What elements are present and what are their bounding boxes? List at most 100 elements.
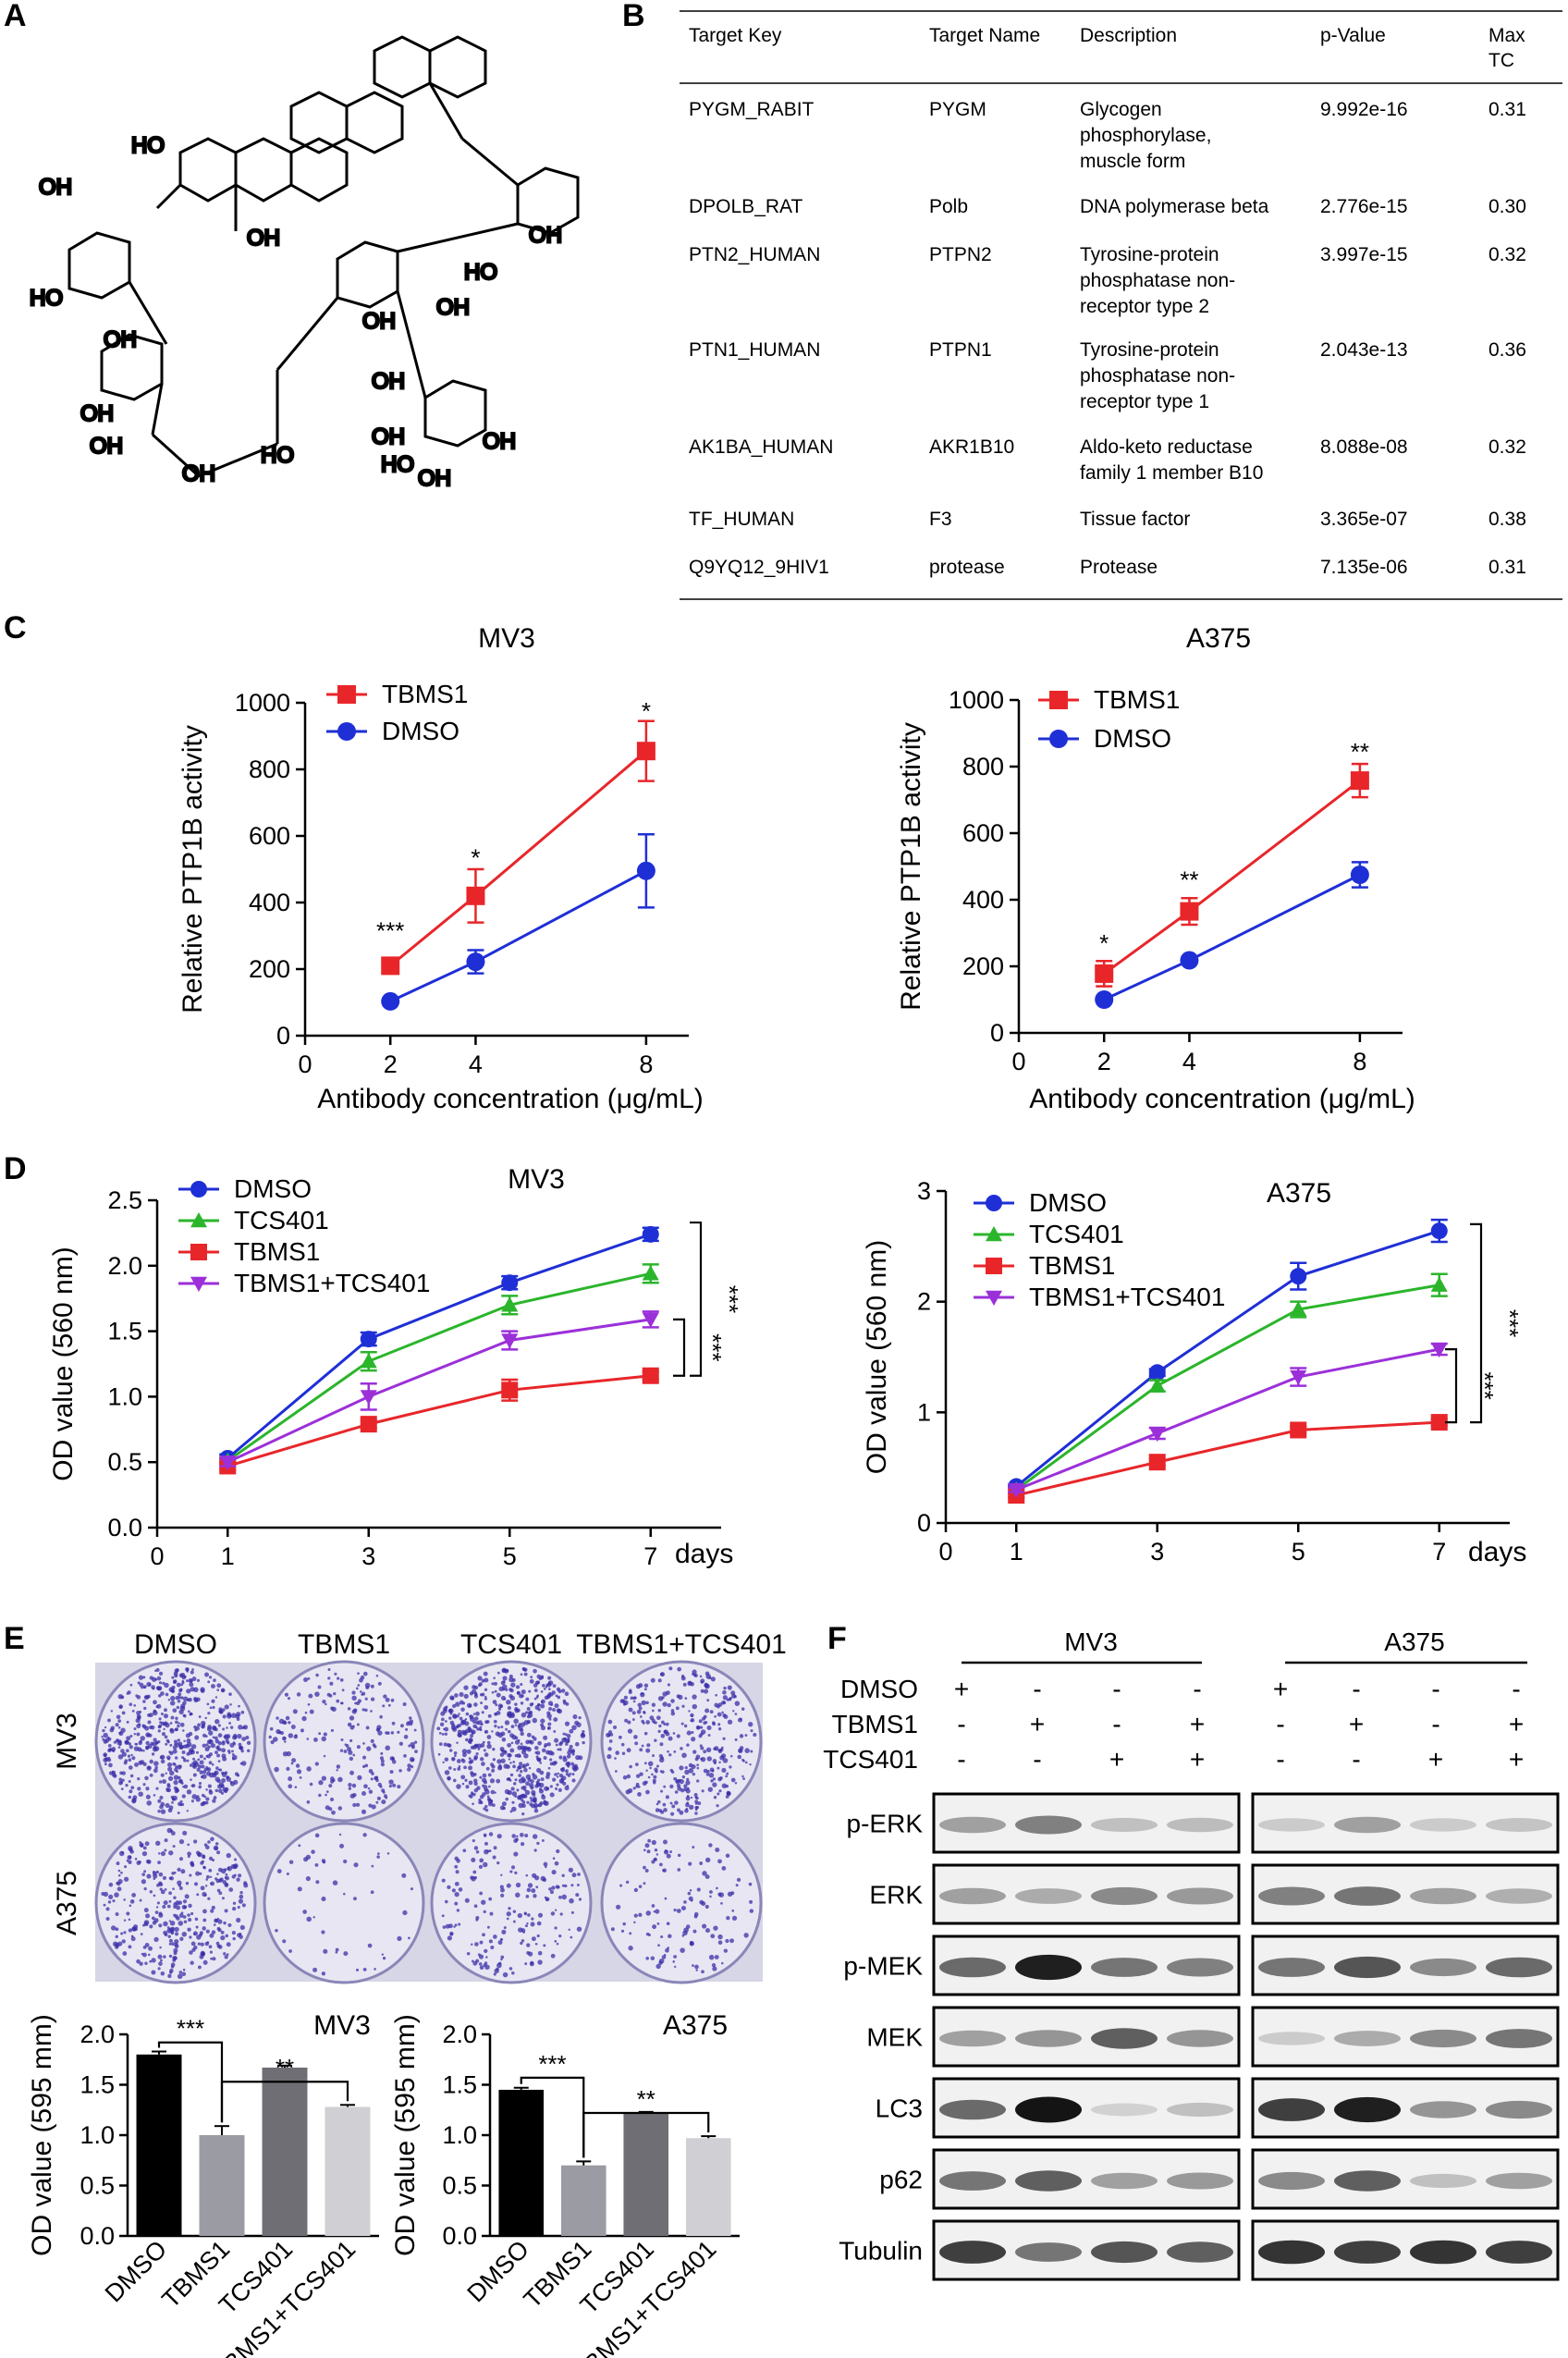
colony [486, 1925, 490, 1929]
x-tick-label: 3 [361, 1542, 375, 1570]
colony [484, 1729, 489, 1734]
colony [222, 1727, 226, 1731]
colony [632, 1787, 636, 1790]
colony [511, 1834, 516, 1838]
colony [236, 1774, 240, 1777]
blot-protein-label: p-ERK [847, 1810, 924, 1838]
colony [153, 1746, 156, 1750]
colony [569, 1744, 573, 1749]
colony [502, 1971, 508, 1978]
colony [453, 1750, 458, 1755]
colony [157, 1967, 161, 1971]
colony [118, 1777, 123, 1782]
blot-treatment-label: TCS401 [823, 1745, 918, 1774]
colony [288, 1733, 294, 1738]
data-point [466, 886, 485, 905]
colony [282, 1939, 287, 1944]
colony [158, 1881, 163, 1885]
colony [574, 1766, 579, 1771]
colony [549, 1890, 555, 1895]
colony [456, 1741, 459, 1744]
colony [166, 1784, 171, 1788]
significance-mark: *** [538, 2050, 566, 2078]
series-line-dmso [227, 1233, 652, 1460]
colony [380, 1759, 385, 1763]
table-cell-desc: phosphorylase, [1080, 125, 1211, 146]
colony [564, 1786, 570, 1791]
colony [240, 1749, 244, 1753]
structure-label: OH [436, 295, 470, 320]
colony-column-label: DMSO [134, 1629, 217, 1660]
colony [662, 1802, 667, 1807]
colony [458, 1764, 461, 1768]
colony [182, 1696, 189, 1701]
colony [151, 1685, 155, 1689]
colony [356, 1802, 361, 1807]
colony [570, 1910, 574, 1914]
colony [499, 1885, 504, 1889]
colony [701, 1729, 706, 1735]
data-point [1430, 1222, 1448, 1240]
colony [174, 1932, 179, 1936]
colony [552, 1708, 556, 1712]
colony [461, 1701, 466, 1705]
y-tick-label: 600 [249, 822, 290, 850]
colony [233, 1779, 239, 1785]
data-point [1095, 964, 1114, 983]
colony [212, 1957, 216, 1961]
colony [181, 1794, 186, 1799]
colony [178, 1884, 181, 1887]
colony [725, 1775, 729, 1778]
colony [576, 1884, 580, 1886]
colony [323, 1732, 327, 1737]
colony [635, 1774, 641, 1778]
colony [658, 1724, 662, 1728]
colony [228, 1722, 232, 1725]
colony [619, 1884, 623, 1887]
colony [484, 1948, 488, 1954]
colony [474, 1744, 477, 1747]
colony [739, 1734, 744, 1738]
blot-sign: - [1033, 1745, 1041, 1774]
colony [323, 1948, 328, 1954]
colony [236, 1917, 241, 1923]
colony [520, 1673, 523, 1676]
colony [387, 1703, 391, 1707]
colony [194, 1882, 199, 1886]
colony [494, 1713, 497, 1715]
colony [541, 1838, 545, 1842]
colony [370, 1890, 374, 1895]
blot-band [1258, 2098, 1325, 2121]
colony [570, 1762, 575, 1766]
colony [569, 1728, 574, 1734]
blot-band [1258, 1958, 1325, 1977]
colony [481, 1899, 486, 1905]
legend-label: TCS401 [1029, 1220, 1124, 1248]
colony [448, 1749, 453, 1752]
colony [655, 1853, 659, 1856]
colony [667, 1702, 671, 1708]
colony [518, 1795, 522, 1800]
colony [362, 1833, 367, 1837]
colony [537, 1912, 544, 1918]
colony [718, 1789, 722, 1793]
colony [662, 1839, 668, 1845]
colony [153, 1794, 156, 1797]
colony [575, 1893, 580, 1897]
panel-label-c: C [4, 610, 27, 645]
bar-tbms1 [199, 2135, 245, 2236]
colony [457, 1759, 461, 1763]
colony [722, 1695, 728, 1701]
colony [136, 1959, 141, 1964]
colony [168, 1899, 172, 1903]
colony [202, 1909, 207, 1914]
colony [727, 1891, 733, 1897]
colony [236, 1877, 240, 1882]
colony [118, 1705, 122, 1709]
colony [451, 1757, 456, 1762]
colony [512, 1920, 516, 1923]
colony [178, 1801, 182, 1807]
y-axis-label: Relative PTP1B activity [178, 725, 208, 1013]
colony [552, 1777, 557, 1782]
colony [174, 1943, 178, 1947]
